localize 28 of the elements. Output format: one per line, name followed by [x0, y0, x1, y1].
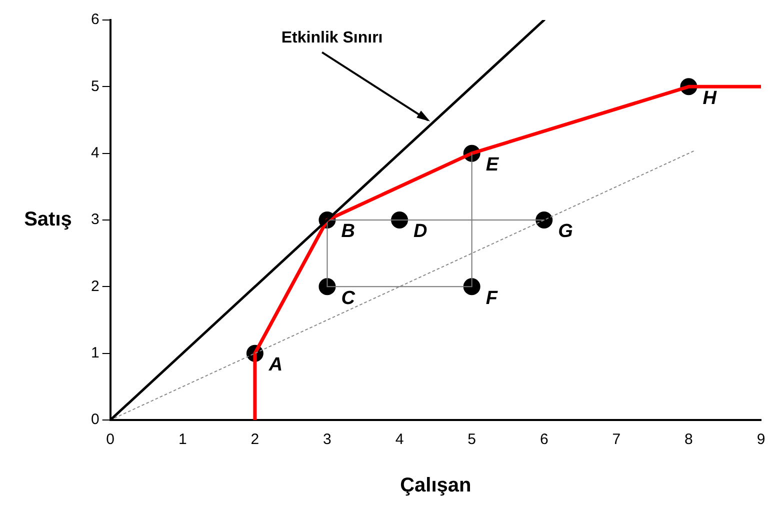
y-tick-label: 4 — [91, 144, 100, 162]
annotation: C — [341, 288, 356, 309]
annotation: B — [341, 221, 356, 242]
x-tick-label: 6 — [540, 431, 548, 448]
annotation: Etkinlik Sınırı — [281, 30, 383, 47]
annotation: F — [486, 288, 499, 309]
x-tick-label: 4 — [395, 431, 404, 448]
y-tick-label: 2 — [91, 278, 100, 295]
x-tick-label: 9 — [756, 431, 766, 448]
y-tick-label: 5 — [91, 78, 100, 95]
annotation: E — [486, 154, 500, 176]
annotation: G — [558, 221, 574, 242]
annotation: H — [702, 88, 718, 109]
x-tick-label: 0 — [106, 431, 115, 448]
y-axis-title: Satış — [24, 208, 72, 231]
x-tick-label: 2 — [250, 431, 260, 448]
x-tick-label: 7 — [612, 431, 621, 448]
x-tick-label: 1 — [178, 431, 187, 448]
x-tick-label: 3 — [323, 431, 332, 448]
y-tick-label: 1 — [91, 344, 100, 362]
annotation: A — [268, 354, 283, 376]
annotation: D — [414, 221, 428, 242]
x-tick-label: 8 — [684, 431, 693, 448]
x-axis-title: Çalışan — [400, 474, 472, 497]
x-tick-label: 5 — [468, 431, 476, 448]
y-tick-label: 6 — [91, 11, 100, 28]
y-tick-label: 0 — [91, 411, 100, 428]
y-tick-label: 3 — [91, 211, 100, 228]
